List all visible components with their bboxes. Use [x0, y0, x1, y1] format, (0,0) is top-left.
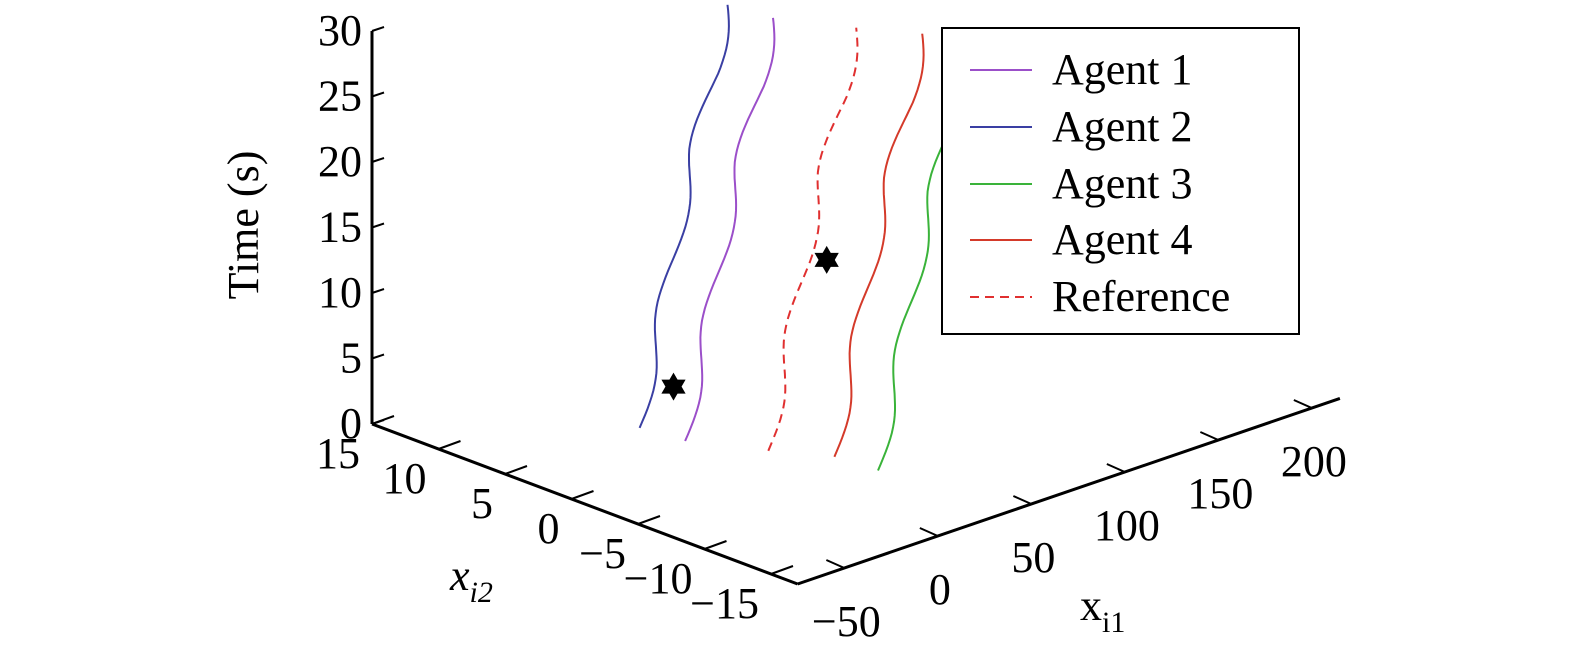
z-tick: [371, 26, 385, 32]
y-tick: [504, 465, 528, 475]
series-line-agent-4: [833, 33, 925, 458]
y-axis-title-subscript: i2: [470, 576, 493, 609]
y-axis-title-main: x: [449, 551, 470, 600]
y-axis-line: [371, 422, 799, 586]
y-tick-label: 10: [383, 454, 427, 503]
z-tick: [371, 353, 385, 360]
z-tick-label: 10: [318, 268, 362, 317]
x-axis-title-main: x: [1080, 581, 1102, 630]
z-tick: [371, 288, 385, 294]
z-tick-label: 20: [318, 137, 362, 186]
z-tick-label: 15: [318, 203, 362, 252]
x-tick-label: 150: [1187, 469, 1253, 518]
x-tick-label: 200: [1281, 437, 1347, 486]
legend-label-reference: Reference: [1052, 272, 1230, 321]
legend-entry-agent-3: Agent 3: [970, 159, 1193, 208]
z-tick-label: 25: [318, 72, 362, 121]
x-tick: [825, 559, 845, 569]
z-tick-label: 30: [318, 6, 362, 55]
x-tick: [919, 527, 939, 537]
z-axis-title: Time (s): [219, 151, 268, 300]
x-axis-title: xi1: [1080, 581, 1125, 639]
y-tick-label: 0: [538, 504, 560, 553]
z-tick: [371, 157, 385, 163]
hexagram-marker: [661, 372, 686, 401]
y-tick: [637, 515, 661, 525]
legend-label-agent-2: Agent 2: [1052, 102, 1193, 151]
legend-label-agent-3: Agent 3: [1052, 159, 1193, 208]
legend-entry-agent-1: Agent 1: [970, 45, 1193, 94]
z-tick: [371, 91, 385, 98]
legend-label-agent-4: Agent 4: [1052, 215, 1193, 264]
legend-entry-agent-4: Agent 4: [970, 215, 1193, 264]
y-tick: [438, 440, 461, 450]
z-tick-label: 0: [340, 399, 362, 448]
hexagram-marker: [814, 245, 839, 274]
x-tick: [1199, 431, 1219, 441]
legend: Agent 1 Agent 2 Agent 3 Agent 4 Referenc…: [941, 27, 1300, 335]
x-tick-label: 50: [1011, 533, 1055, 582]
x-tick-label: −50: [812, 597, 881, 646]
y-tick-label: −15: [690, 579, 759, 628]
x-tick-label: 100: [1094, 501, 1160, 550]
markers: [661, 245, 839, 401]
series-line-reference: [767, 27, 859, 452]
x-tick: [1106, 463, 1126, 473]
y-tick: [571, 490, 594, 500]
y-tick-label: 5: [471, 479, 493, 528]
y-tick: [770, 565, 794, 575]
y-tick-label: −5: [579, 529, 626, 578]
legend-entry-agent-2: Agent 2: [970, 102, 1193, 151]
series-line-agent-1: [684, 17, 776, 442]
tick-marks: [371, 26, 1313, 575]
legend-box: [941, 27, 1300, 335]
legend-entry-reference: Reference: [970, 272, 1230, 321]
x-tick-label: 0: [929, 565, 951, 614]
x-tick: [1293, 399, 1313, 409]
z-tick: [371, 222, 385, 229]
x-axis-title-subscript: i1: [1102, 606, 1125, 639]
x-tick: [1012, 495, 1032, 505]
series-lines: [638, 4, 969, 471]
z-tick-label: 5: [340, 334, 362, 383]
x-axis-line: [797, 396, 1341, 586]
y-axis-title: xi2: [449, 551, 493, 609]
y-tick-label: −10: [624, 554, 693, 603]
y-tick: [704, 540, 727, 550]
y-tick: [371, 415, 395, 425]
y-tick-label: 15: [316, 429, 360, 478]
series-line-agent-2: [638, 4, 730, 429]
legend-label-agent-1: Agent 1: [1052, 45, 1193, 94]
